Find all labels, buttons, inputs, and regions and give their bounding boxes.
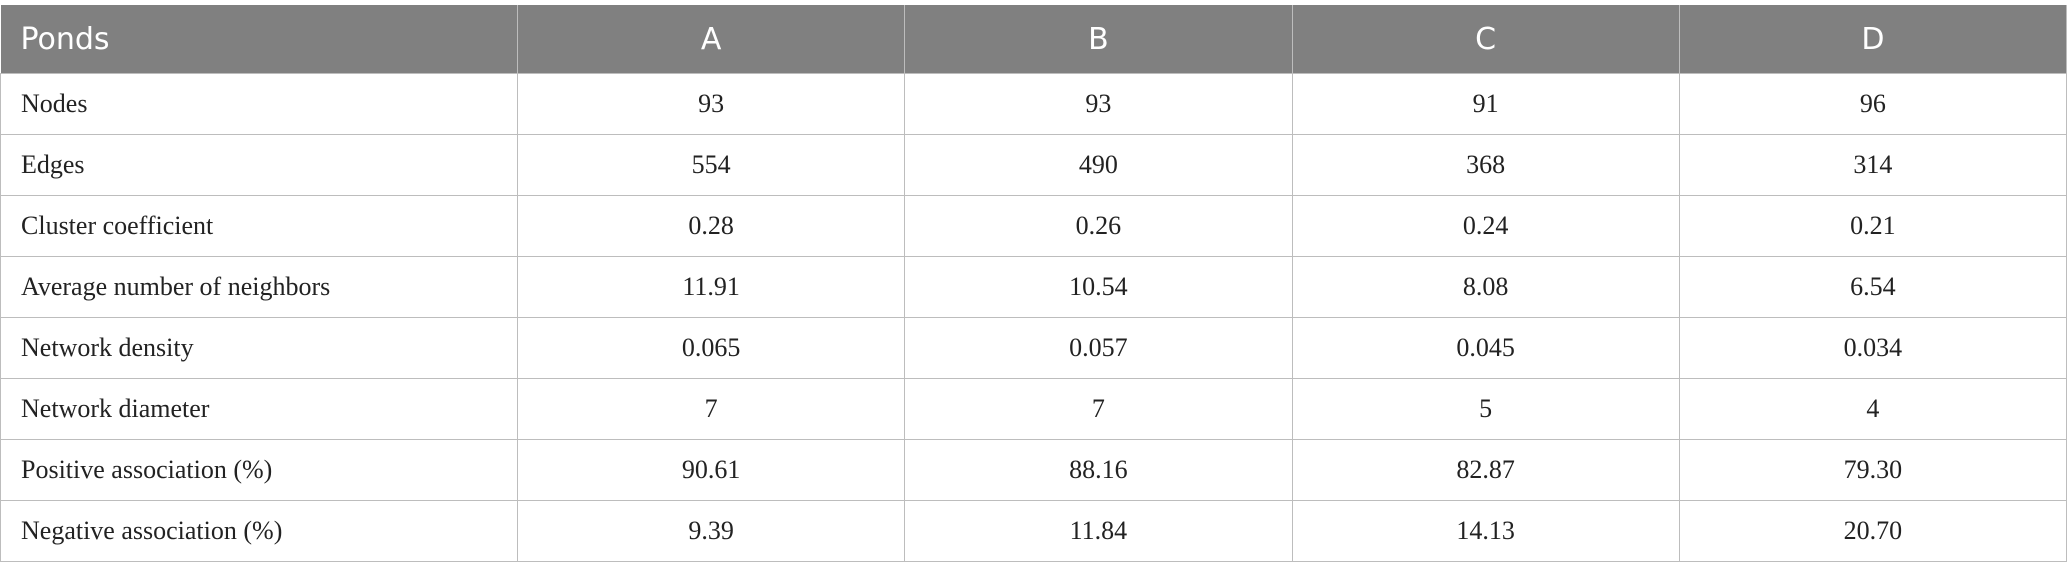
cell: 10.54: [904, 256, 1293, 318]
cell: 6.54: [1678, 256, 2067, 318]
table-row: Average number of neighbors 11.91 10.54 8.0…: [0, 256, 2067, 318]
cell: 0.28: [516, 195, 906, 257]
row-label: Average number of neighbors: [0, 256, 518, 318]
table-row: Edges 554 490 368 314: [0, 134, 2067, 196]
header-cell: C: [1292, 5, 1680, 74]
header-cell: A: [517, 5, 906, 74]
cell: 91: [1291, 73, 1680, 135]
table-row: Cluster coefficient 0.28 0.26 0.24 0.21: [0, 195, 2067, 257]
cell: 554: [516, 134, 906, 196]
table-body: Nodes 93 93 91 96 Edges 554 490 368 314 Cluster co…: [0, 73, 2067, 562]
cell: 88.16: [904, 439, 1293, 501]
cell: 79.30: [1678, 439, 2067, 501]
cell: 20.70: [1678, 500, 2067, 562]
cell: 314: [1678, 134, 2067, 196]
cell: 490: [904, 134, 1293, 196]
table-row: Nodes 93 93 91 96: [0, 73, 2067, 135]
cell: 5: [1291, 378, 1680, 440]
table-row: Positive association (%) 90.61 88.16 82.87 7…: [0, 439, 2067, 501]
cell: 82.87: [1291, 439, 1680, 501]
cell: 0.045: [1291, 317, 1680, 379]
cell: 11.91: [516, 256, 906, 318]
cell: 0.21: [1678, 195, 2067, 257]
cell: 4: [1678, 378, 2067, 440]
cell: 0.034: [1678, 317, 2067, 379]
cell: 0.065: [516, 317, 906, 379]
row-label: Cluster coefficient: [0, 195, 518, 257]
row-label: Edges: [0, 134, 518, 196]
cell: 96: [1678, 73, 2067, 135]
table-row: Network diameter 7 7 5 4: [0, 378, 2067, 440]
table-row: Network density 0.065 0.057 0.045 0.034: [0, 317, 2067, 379]
cell: 7: [516, 378, 906, 440]
cell: 368: [1291, 134, 1680, 196]
cell: 7: [904, 378, 1293, 440]
row-label: Negative association (%): [0, 500, 518, 562]
cell: 0.26: [904, 195, 1293, 257]
cell: 0.057: [904, 317, 1293, 379]
header-cell: B: [904, 5, 1293, 74]
cell: 8.08: [1291, 256, 1680, 318]
cell: 9.39: [516, 500, 906, 562]
row-label: Network density: [0, 317, 518, 379]
row-label: Network diameter: [0, 378, 518, 440]
cell: 11.84: [904, 500, 1293, 562]
cell: 0.24: [1291, 195, 1680, 257]
row-label: Nodes: [0, 73, 518, 135]
cell: 90.61: [516, 439, 906, 501]
header-row: Ponds A B C D: [0, 5, 2067, 74]
header-cell: D: [1679, 5, 2067, 74]
row-label: Positive association (%): [0, 439, 518, 501]
table-row: Negative association (%) 9.39 11.84 14.13 20…: [0, 500, 2067, 562]
cell: 93: [516, 73, 906, 135]
data-table: Ponds A B C D Nodes 93 93 91 96 Edges 554 490 368 314…: [0, 5, 2067, 562]
cell: 14.13: [1291, 500, 1680, 562]
cell: 93: [904, 73, 1293, 135]
header-cell: Ponds: [0, 5, 518, 74]
